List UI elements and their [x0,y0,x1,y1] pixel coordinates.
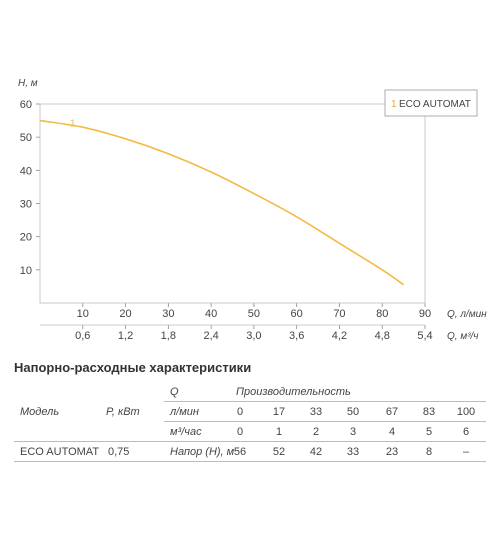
x-axis-label: Q, л/мин [447,309,487,320]
x2-tick-label: 4,2 [332,330,347,342]
head-value: 42 [309,446,323,458]
x-tick-label: 90 [419,308,431,320]
x2-tick-label: 5,4 [417,330,432,342]
lmin-value: 17 [272,406,286,418]
model-header: Модель [20,406,60,418]
lmin-header: л/мин [170,406,199,418]
pump-performance-chart: H, м 10 20 30 40 50 60 10 20 30 40 50 60 70 80 90 0,6… [18,78,487,342]
x-tick-label: 10 [77,308,89,320]
row-head-label: Напор (H), м [170,446,235,458]
series-label: 1 [70,119,76,130]
head-value: 23 [385,446,399,458]
m3h-value: 4 [388,426,396,438]
y-axis-label: H, м [18,78,38,89]
divider [14,461,486,462]
lmin-value: 50 [346,406,360,418]
x-tick-label: 80 [376,308,388,320]
y-tick-label: 50 [20,132,32,144]
y-tick-label: 40 [20,165,32,177]
y-tick-label: 10 [20,265,32,277]
x-tick-label: 40 [205,308,217,320]
plot-area-frame [39,103,426,304]
legend-marker: 1 [391,99,397,110]
chart-grid [36,103,426,329]
row-model: ECO AUTOMAT [20,446,100,458]
x-tick-label: 50 [248,308,260,320]
chart-legend: 1 ECO AUTOMAT [384,89,478,117]
m3h-header: м³/час [170,426,202,438]
lmin-value: 83 [422,406,436,418]
x2-tick-label: 1,2 [118,330,133,342]
x-tick-labels: 10 20 30 40 50 60 70 80 90 [77,308,431,320]
m3h-value: 5 [425,426,433,438]
x2-tick-label: 0,6 [75,330,90,342]
series-line [39,119,405,286]
y-tick-label: 60 [20,99,32,111]
lmin-value: 67 [385,406,399,418]
lmin-value: 0 [236,406,244,418]
power-header: P, кВт [106,406,140,418]
x2-tick-label: 4,8 [375,330,390,342]
table-title: Напорно-расходные характеристики [14,360,252,375]
x-tick-label: 20 [119,308,131,320]
head-value: – [462,446,470,458]
x-tick-label: 30 [162,308,174,320]
productivity-header: Производительность [236,386,351,398]
x2-axis-label: Q, м³/ч [447,331,478,342]
m3h-value: 6 [462,426,470,438]
q-header: Q [170,386,179,398]
head-value: 52 [272,446,286,458]
divider [14,441,486,442]
m3h-value: 3 [349,426,357,438]
divider [164,421,486,422]
y-tick-label: 30 [20,199,32,211]
x2-tick-label: 3,6 [289,330,304,342]
y-tick-labels: 10 20 30 40 50 60 [20,99,32,277]
head-value: 33 [346,446,360,458]
x2-tick-label: 3,0 [246,330,261,342]
chart-axes [39,103,426,326]
divider [164,401,486,402]
row-power: 0,75 [108,446,130,458]
head-value: 56 [233,446,247,458]
y-tick-label: 20 [20,232,32,244]
x-tick-label: 60 [291,308,303,320]
chart-curves: 1 [39,119,405,286]
m3h-value: 2 [312,426,320,438]
m3h-value: 0 [236,426,244,438]
lmin-value: 33 [309,406,323,418]
x2-tick-label: 2,4 [203,330,218,342]
m3h-value: 1 [275,426,283,438]
lmin-value: 100 [456,406,476,418]
x2-tick-label: 1,8 [161,330,176,342]
x2-tick-labels: 0,6 1,2 1,8 2,4 3,0 3,6 4,2 4,8 5,4 [75,330,433,342]
x-tick-label: 70 [333,308,345,320]
legend-label: ECO AUTOMAT [399,99,471,110]
head-value: 8 [425,446,433,458]
